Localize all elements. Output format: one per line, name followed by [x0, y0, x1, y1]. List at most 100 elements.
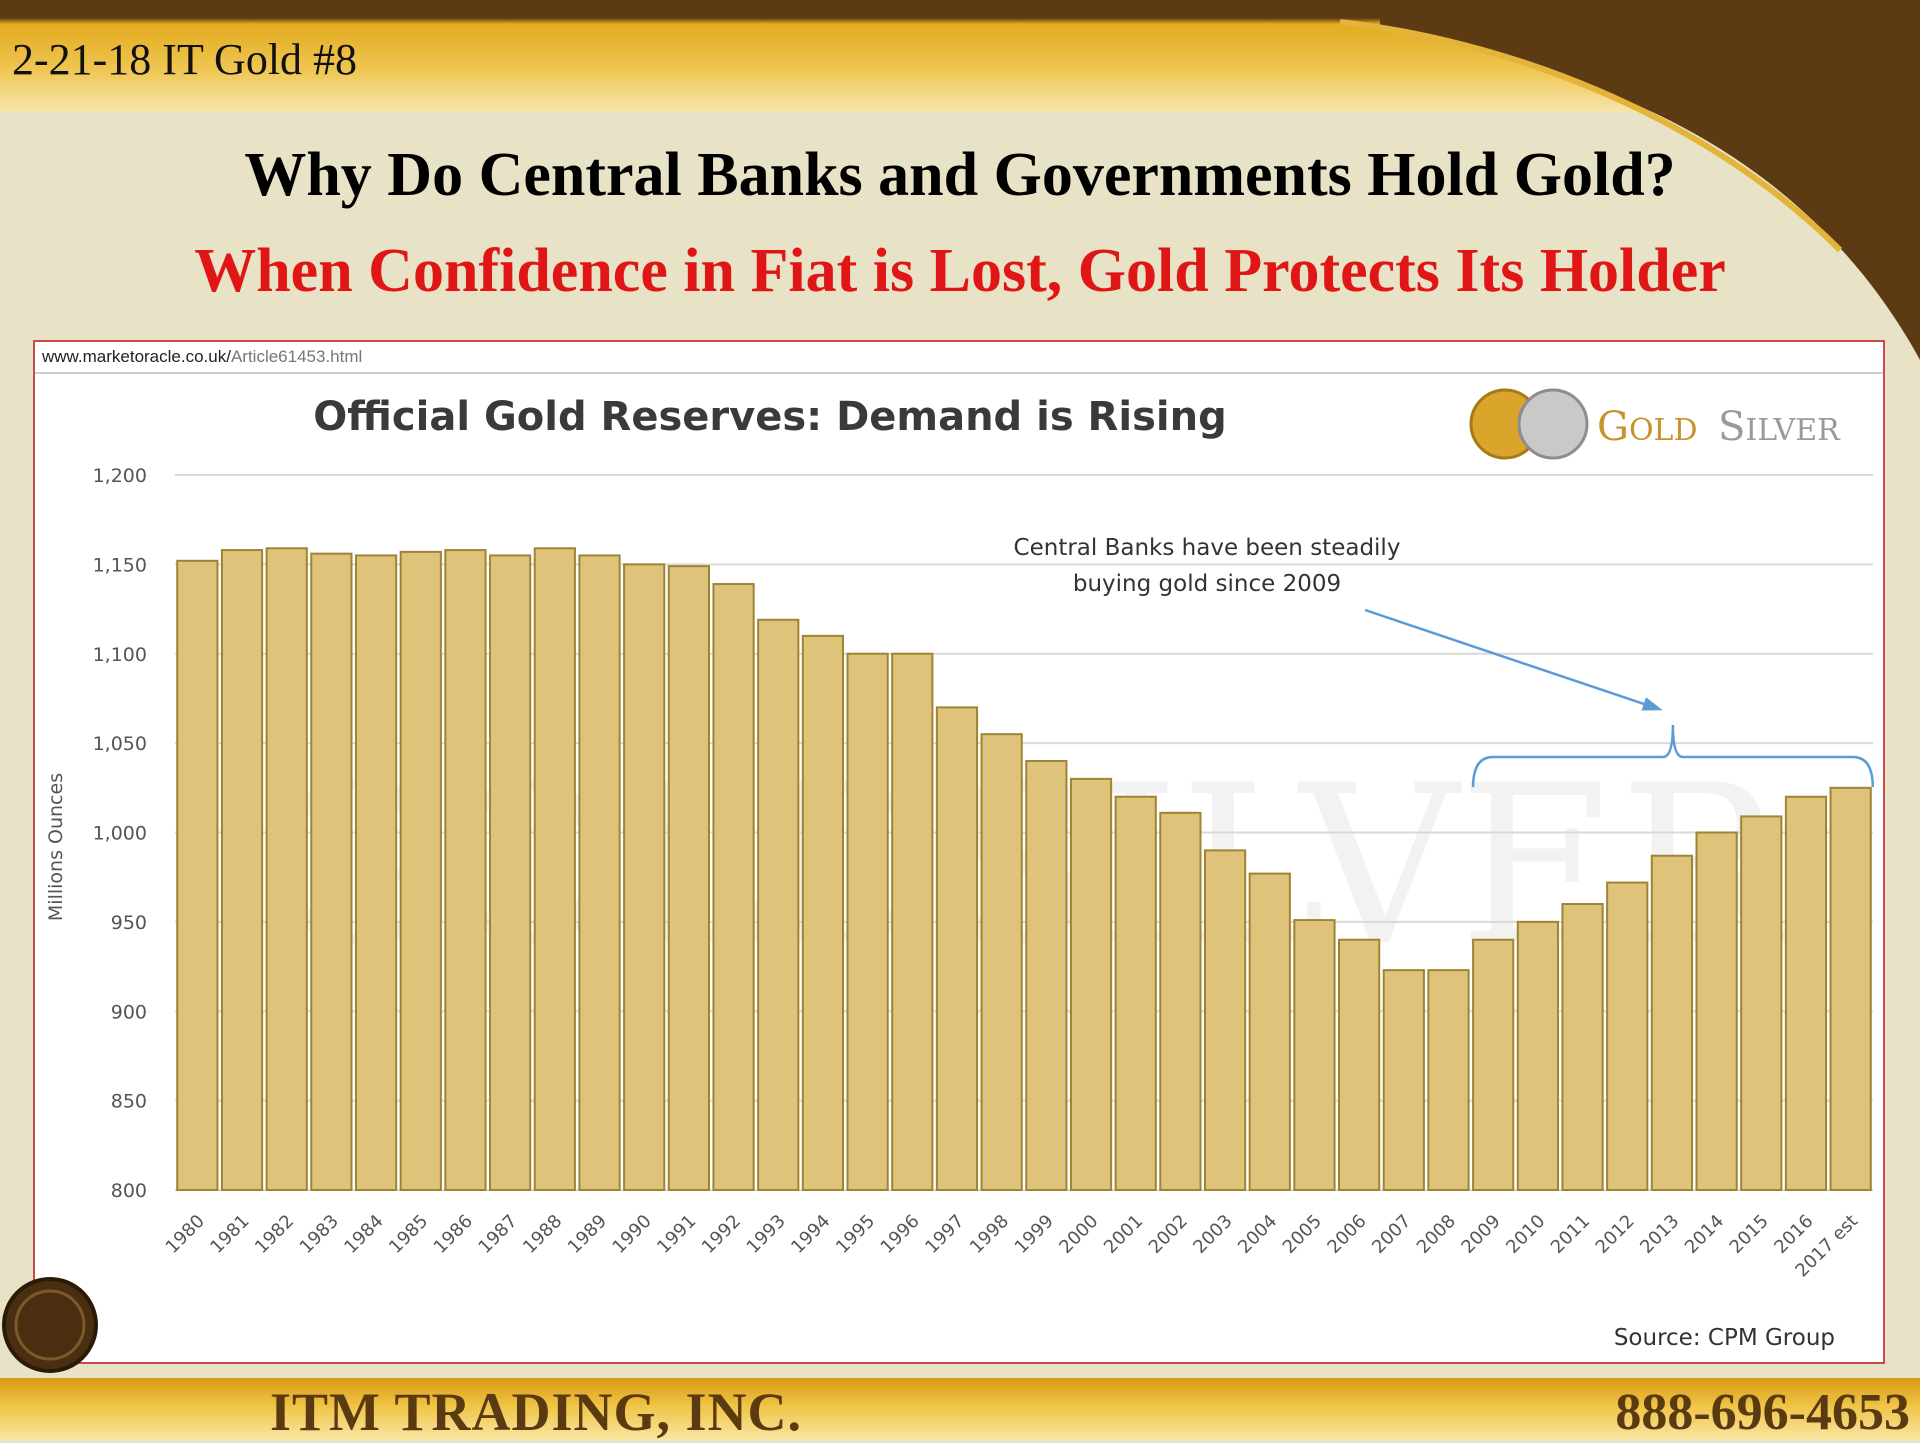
y-tick-label: 1,150	[93, 554, 147, 576]
bar-1992	[712, 583, 755, 1192]
source-url: www.marketoracle.co.uk/Article61453.html	[35, 342, 1883, 374]
bar-1994	[801, 634, 845, 1191]
bar-2017-est	[1829, 786, 1872, 1191]
bar-1997	[935, 706, 979, 1191]
x-tick-label: 1985	[385, 1211, 432, 1258]
goldsilver-logo: GOLD SILVER	[1469, 388, 1841, 460]
y-axis-label: Millions Ounces	[45, 773, 67, 921]
footer-bar	[0, 1378, 1920, 1440]
chart-bars	[176, 547, 1872, 1192]
bar-2001	[1114, 795, 1157, 1191]
slide-subtitle: When Confidence in Fiat is Lost, Gold Pr…	[194, 237, 1726, 305]
x-tick-label: 1984	[340, 1211, 387, 1258]
y-tick-label: 1,200	[93, 465, 147, 487]
x-tick-label: 2008	[1413, 1211, 1460, 1258]
y-tick-label: 800	[111, 1180, 147, 1202]
y-tick-label: 1,050	[93, 733, 147, 755]
bar-2007	[1382, 969, 1425, 1192]
x-tick-label: 2004	[1234, 1211, 1281, 1258]
y-axis-ticks: 800 850 900 950 1,000 1,050 1,100 1,150 1,200	[93, 465, 147, 1202]
annotation-line-1: Central Banks have been steadily	[1014, 535, 1401, 561]
bar-2016	[1784, 795, 1828, 1191]
annotation-line-2: buying gold since 2009	[1073, 571, 1341, 597]
bar-1988	[533, 547, 576, 1192]
company-name: ITM TRADING, INC.	[270, 1382, 803, 1442]
x-tick-label: 1990	[608, 1211, 655, 1258]
bar-1998	[980, 733, 1023, 1191]
logo-gold-text: GOLD	[1597, 404, 1698, 450]
x-tick-label: 2012	[1592, 1211, 1639, 1258]
bar-1987	[489, 554, 532, 1191]
x-tick-label: 1998	[966, 1211, 1013, 1258]
bar-1999	[1025, 760, 1068, 1191]
x-tick-label: 2010	[1502, 1211, 1549, 1258]
x-tick-label: 1988	[519, 1211, 566, 1258]
bar-1993	[757, 618, 800, 1192]
x-tick-label: 2002	[1145, 1211, 1192, 1258]
x-tick-label: 1993	[743, 1211, 790, 1258]
x-tick-label: 2014	[1681, 1211, 1728, 1258]
x-tick-label: 2006	[1323, 1211, 1370, 1258]
bar-2013	[1650, 854, 1694, 1191]
gold-reserves-chart: GOLD SILVER 800 850 900 950 1,000 1,050 1,100 1,…	[45, 388, 1875, 1351]
y-tick-label: 1,000	[93, 823, 147, 845]
silver-coin-icon	[1517, 388, 1589, 460]
x-tick-label: 2003	[1189, 1211, 1236, 1258]
x-tick-label: 1996	[877, 1211, 924, 1258]
y-tick-label: 950	[111, 912, 147, 934]
chart-source: Source: CPM Group	[1614, 1325, 1835, 1351]
x-tick-label: 1986	[430, 1211, 477, 1258]
bar-1982	[265, 547, 308, 1192]
annotation-arrow	[1364, 608, 1660, 711]
x-tick-label: 1992	[698, 1211, 745, 1258]
chart-title: Official Gold Reserves: Demand is Rising	[313, 394, 1226, 440]
x-tick-label: 2007	[1368, 1211, 1415, 1258]
x-axis-ticks: 1980198119821983198419851986198719881989…	[162, 1211, 1863, 1282]
bar-1991	[667, 565, 710, 1192]
slide-id-label: 2-21-18 IT Gold #8	[12, 35, 358, 84]
x-tick-label: 1991	[653, 1211, 700, 1258]
x-tick-label: 1997	[921, 1211, 968, 1258]
bar-2002	[1159, 811, 1202, 1191]
bar-2012	[1606, 881, 1649, 1191]
bar-1995	[846, 652, 889, 1191]
bar-2009	[1472, 938, 1515, 1191]
x-tick-label: 2013	[1636, 1211, 1683, 1258]
bar-2003	[1203, 849, 1247, 1191]
bar-1984	[354, 554, 398, 1191]
chart-frame: www.marketoracle.co.uk/Article61453.html…	[33, 340, 1885, 1364]
bar-1996	[891, 652, 934, 1191]
slide-title: Why Do Central Banks and Governments Hol…	[244, 141, 1676, 209]
x-tick-label: 1983	[296, 1211, 343, 1258]
bar-1980	[176, 559, 219, 1192]
header-swoosh-decoration	[1339, 0, 1920, 360]
x-tick-label: 2015	[1726, 1211, 1773, 1258]
bar-2014	[1695, 831, 1738, 1191]
bar-2006	[1338, 938, 1381, 1191]
x-tick-label: 1999	[1011, 1211, 1058, 1258]
x-tick-label: 2001	[1100, 1211, 1147, 1258]
bar-2000	[1069, 777, 1113, 1191]
phone-number: 888-696-4653	[1615, 1384, 1910, 1441]
bar-1986	[444, 549, 487, 1191]
bar-2004	[1248, 872, 1291, 1191]
x-tick-label: 1995	[832, 1211, 879, 1258]
logo-silver-text: SILVER	[1718, 404, 1841, 450]
bar-2005	[1293, 919, 1336, 1192]
bar-2008	[1427, 969, 1470, 1192]
x-tick-label: 1994	[787, 1211, 834, 1258]
y-tick-label: 850	[111, 1091, 147, 1113]
x-tick-label: 2009	[1457, 1211, 1504, 1258]
y-tick-label: 1,100	[93, 644, 147, 666]
source-url-domain: www.marketoracle.co.uk/	[42, 347, 231, 366]
bar-1983	[310, 552, 353, 1191]
bar-1981	[220, 549, 264, 1191]
y-tick-label: 900	[111, 1001, 147, 1023]
bar-2011	[1561, 903, 1604, 1191]
annotation-arrowhead	[1641, 697, 1663, 711]
chart-annotation: Central Banks have been steadily buying …	[1014, 535, 1875, 788]
bar-2010	[1516, 920, 1559, 1191]
bar-2015	[1740, 815, 1783, 1191]
bar-1990	[623, 563, 666, 1191]
bar-1989	[578, 554, 621, 1191]
